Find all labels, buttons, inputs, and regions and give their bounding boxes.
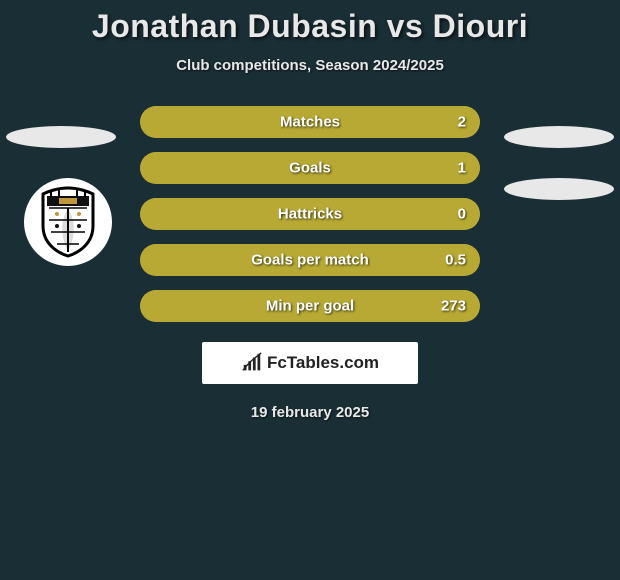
albacete-shield-icon bbox=[37, 186, 99, 258]
stat-row: Min per goal 273 bbox=[0, 290, 620, 322]
stat-value: 2 bbox=[458, 114, 466, 131]
left-player-ellipse bbox=[6, 126, 116, 148]
branding-badge[interactable]: FcTables.com bbox=[202, 342, 418, 384]
stat-label: Min per goal bbox=[266, 298, 354, 315]
stat-value: 0.5 bbox=[445, 252, 466, 269]
bar-chart-icon bbox=[241, 352, 263, 374]
club-crest-left bbox=[24, 178, 112, 266]
stat-bar: Goals per match 0.5 bbox=[140, 244, 480, 276]
stat-label: Hattricks bbox=[278, 206, 342, 223]
crest-circle bbox=[24, 178, 112, 266]
stat-label: Matches bbox=[280, 114, 340, 131]
stat-bar: Min per goal 273 bbox=[140, 290, 480, 322]
stat-value: 0 bbox=[458, 206, 466, 223]
stat-label: Goals bbox=[289, 160, 331, 177]
right-player-ellipse bbox=[504, 126, 614, 148]
branding-text: FcTables.com bbox=[267, 353, 379, 373]
page-title: Jonathan Dubasin vs Diouri bbox=[0, 8, 620, 45]
stat-bar: Goals 1 bbox=[140, 152, 480, 184]
page-subtitle: Club competitions, Season 2024/2025 bbox=[0, 57, 620, 74]
stat-value: 273 bbox=[441, 298, 466, 315]
stat-bar: Matches 2 bbox=[140, 106, 480, 138]
stat-value: 1 bbox=[458, 160, 466, 177]
right-player-ellipse bbox=[504, 178, 614, 200]
footer-date: 19 february 2025 bbox=[0, 404, 620, 421]
stat-bar: Hattricks 0 bbox=[140, 198, 480, 230]
stat-label: Goals per match bbox=[251, 252, 369, 269]
